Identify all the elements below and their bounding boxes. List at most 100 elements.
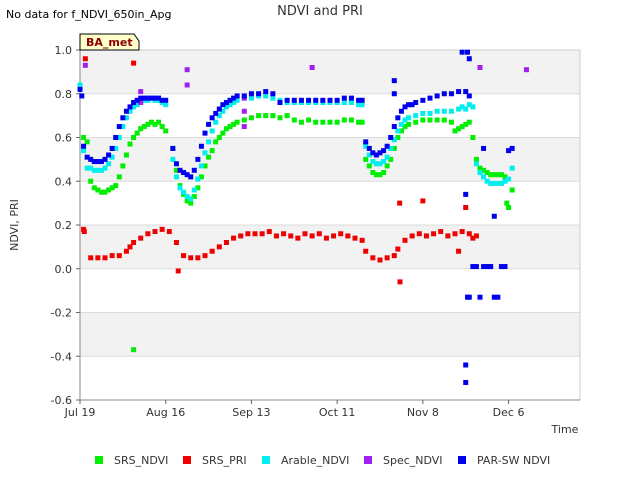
data-point xyxy=(216,244,222,250)
data-point xyxy=(356,102,362,108)
data-point xyxy=(106,152,112,158)
data-point xyxy=(420,117,426,123)
data-point xyxy=(241,124,247,130)
data-point xyxy=(391,78,397,84)
data-point xyxy=(313,119,319,125)
data-point xyxy=(441,117,447,123)
data-point xyxy=(348,117,354,123)
data-point xyxy=(341,95,347,101)
data-point xyxy=(502,264,508,270)
legend-swatch xyxy=(458,456,466,464)
data-point xyxy=(359,119,365,125)
data-point xyxy=(313,97,319,103)
chart-title: NDVI and PRI xyxy=(277,4,363,19)
data-point xyxy=(252,231,258,237)
data-point xyxy=(456,89,462,95)
data-point xyxy=(181,170,187,175)
y-tick-label: 0.6 xyxy=(55,132,73,145)
x-tick-label: Nov 8 xyxy=(407,406,439,419)
data-point xyxy=(106,161,112,167)
data-point xyxy=(402,237,408,243)
data-point xyxy=(198,174,204,180)
legend-swatch xyxy=(183,456,191,464)
data-point xyxy=(420,198,426,204)
legend-label: Spec_NDVI xyxy=(383,454,443,467)
data-point xyxy=(445,233,451,239)
data-point xyxy=(206,121,212,127)
data-point xyxy=(466,231,472,237)
data-point xyxy=(473,264,479,270)
data-point xyxy=(77,82,83,88)
data-point xyxy=(398,121,404,127)
data-point xyxy=(84,154,90,160)
data-point xyxy=(88,156,94,162)
data-point xyxy=(402,117,408,123)
data-point xyxy=(431,231,437,237)
data-point xyxy=(488,180,494,186)
data-point xyxy=(116,174,122,180)
data-point xyxy=(481,264,487,270)
data-point xyxy=(134,102,140,108)
data-point xyxy=(391,145,397,151)
x-tick-label: Dec 6 xyxy=(493,406,525,419)
data-point xyxy=(384,255,390,261)
data-point xyxy=(441,108,447,114)
data-point xyxy=(423,233,429,239)
data-point xyxy=(377,161,383,167)
data-point xyxy=(459,49,465,55)
data-point xyxy=(106,187,112,193)
data-point xyxy=(509,165,515,171)
data-point xyxy=(466,56,472,62)
data-point xyxy=(198,163,204,169)
y-axis-label: NDVI, PRI xyxy=(8,199,21,251)
data-point xyxy=(270,91,276,97)
data-point xyxy=(234,119,240,125)
data-point xyxy=(373,161,379,167)
y-tick-label: 0.2 xyxy=(55,219,73,232)
data-point xyxy=(202,130,208,136)
data-point xyxy=(216,106,222,112)
data-point xyxy=(381,159,387,165)
data-point xyxy=(452,128,458,134)
data-point xyxy=(91,159,97,165)
data-point xyxy=(175,268,181,274)
data-point xyxy=(138,100,144,105)
data-point xyxy=(148,119,154,125)
data-point xyxy=(363,143,369,149)
x-tick-label: Oct 11 xyxy=(319,406,356,419)
data-point xyxy=(459,124,465,130)
data-point xyxy=(91,185,97,191)
data-point xyxy=(434,108,440,114)
data-point xyxy=(463,89,469,95)
data-point xyxy=(341,117,347,123)
x-tick-label: Aug 16 xyxy=(146,406,185,419)
legend-swatch xyxy=(95,456,103,464)
data-point xyxy=(145,231,151,237)
data-point xyxy=(284,97,290,103)
data-point xyxy=(448,91,454,97)
data-point xyxy=(504,200,510,206)
x-ticks: Jul 19 Aug 16 Sep 13 Oct 11 Nov 8 Dec 6 xyxy=(64,400,525,419)
data-point xyxy=(256,113,262,119)
data-point xyxy=(334,97,340,103)
data-point xyxy=(238,233,244,239)
data-point xyxy=(209,115,215,121)
data-point xyxy=(256,91,262,97)
legend-label: SRS_NDVI xyxy=(114,454,168,467)
data-point xyxy=(352,235,358,241)
data-point xyxy=(509,145,515,151)
x-tick-label: Jul 19 xyxy=(64,406,96,419)
series-par-sw-ndvi xyxy=(77,49,515,385)
data-point xyxy=(231,100,237,105)
data-point xyxy=(191,194,197,200)
data-point xyxy=(163,97,169,103)
data-point xyxy=(463,121,469,127)
data-point xyxy=(463,205,469,210)
data-point xyxy=(191,187,197,193)
data-point xyxy=(298,119,304,125)
data-point xyxy=(341,100,347,105)
data-point xyxy=(356,119,362,125)
data-point xyxy=(231,121,237,127)
data-point xyxy=(195,156,201,162)
data-point xyxy=(270,113,276,119)
